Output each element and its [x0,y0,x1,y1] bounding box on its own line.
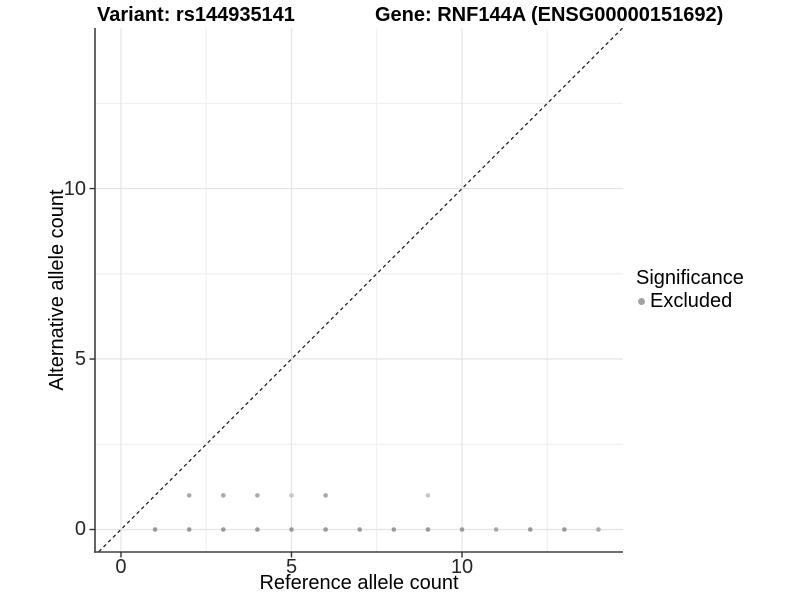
data-point [493,527,499,532]
legend: Significance Excluded [636,267,744,313]
y-tick-label: 5 [74,348,86,371]
y-axis-label: Alternative allele count [46,189,68,391]
data-point [255,493,260,498]
y-tick-label: 10 [63,177,86,200]
data-point [289,527,294,532]
data-point [255,527,260,532]
data-point [425,527,431,532]
legend-item-label: Excluded [650,290,733,312]
x-tick-label: 0 [115,556,127,578]
data-point [527,527,533,532]
data-point [391,527,397,532]
data-point [323,527,328,532]
y-tick-label: 0 [74,518,86,541]
data-point [459,527,465,532]
data-point [357,527,363,532]
data-point [152,527,158,532]
data-point [289,493,294,498]
data-point [186,527,192,532]
plot-title-variant: Variant: rs144935141 [97,4,295,26]
legend-item-excluded: Excluded [636,290,744,313]
data-point [220,527,226,532]
plot-title-gene: Gene: RNF144A (ENSG00000151692) [375,4,724,26]
excluded-dot-icon [638,298,645,305]
x-tick-label: 5 [285,556,298,578]
data-point [562,527,567,532]
x-axis-label: Reference allele count [259,572,459,594]
data-point [186,493,192,498]
legend-title: Significance [636,267,744,289]
data-point [220,493,226,498]
data-point [596,527,601,532]
data-point [425,493,431,498]
x-tick-label: 10 [450,556,474,578]
data-point [323,493,328,498]
identity-line [97,28,623,552]
